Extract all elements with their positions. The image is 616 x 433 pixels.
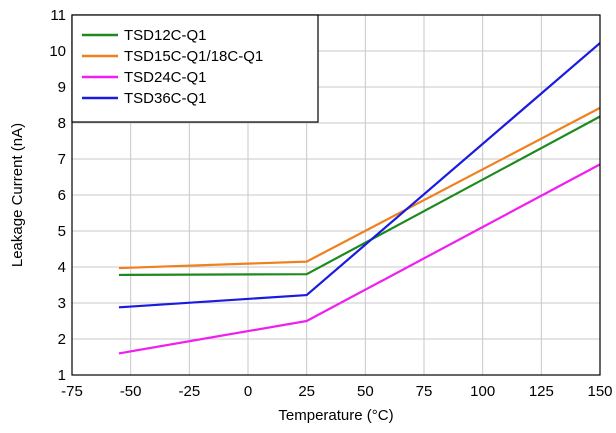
series-line (118, 106, 601, 270)
x-tick-label: 125 (529, 383, 554, 400)
y-tick-label: 6 (58, 187, 66, 204)
x-tick-label: -75 (61, 383, 83, 400)
x-tick-label: -50 (120, 383, 142, 400)
x-tick-label: 75 (416, 383, 433, 400)
y-tick-label: 7 (58, 151, 66, 168)
y-tick-label: 9 (58, 79, 66, 96)
y-tick-label: 10 (49, 43, 66, 60)
legend-label: TSD12C-Q1 (124, 27, 207, 44)
y-tick-label: 3 (58, 295, 66, 312)
y-axis-title: Leakage Current (nA) (9, 123, 26, 267)
x-tick-label: 50 (357, 383, 374, 400)
legend-label: TSD36C-Q1 (124, 90, 207, 107)
y-tick-label: 4 (58, 259, 66, 276)
x-tick-label: 0 (244, 383, 252, 400)
x-tick-label: 100 (470, 383, 495, 400)
y-tick-label: 2 (58, 331, 66, 348)
series-lines (118, 42, 601, 355)
y-tick-label: 11 (50, 7, 66, 24)
plot-frame (71, 14, 601, 376)
y-tick-label: 5 (58, 223, 66, 240)
legend-label: TSD15C-Q1/18C-Q1 (124, 48, 263, 65)
x-tick-label: 25 (298, 383, 315, 400)
x-axis-ticks: -75 -50 -25 0 25 50 75 100 125 150 (61, 383, 612, 400)
series-line (118, 163, 601, 355)
x-tick-label: -25 (178, 383, 200, 400)
y-axis-ticks: 1 2 3 4 5 6 7 8 9 10 11 (49, 7, 66, 384)
legend: TSD12C-Q1 TSD15C-Q1/18C-Q1 TSD24C-Q1 TSD36C… (71, 14, 319, 123)
legend-box (71, 14, 319, 123)
series-line (118, 42, 601, 309)
x-tick-label: 150 (587, 383, 612, 400)
legend-label: TSD24C-Q1 (124, 69, 207, 86)
y-tick-label: 1 (58, 367, 66, 384)
series-line (118, 115, 601, 277)
y-tick-label: 8 (58, 115, 66, 132)
x-axis-title: Temperature (°C) (278, 407, 393, 424)
